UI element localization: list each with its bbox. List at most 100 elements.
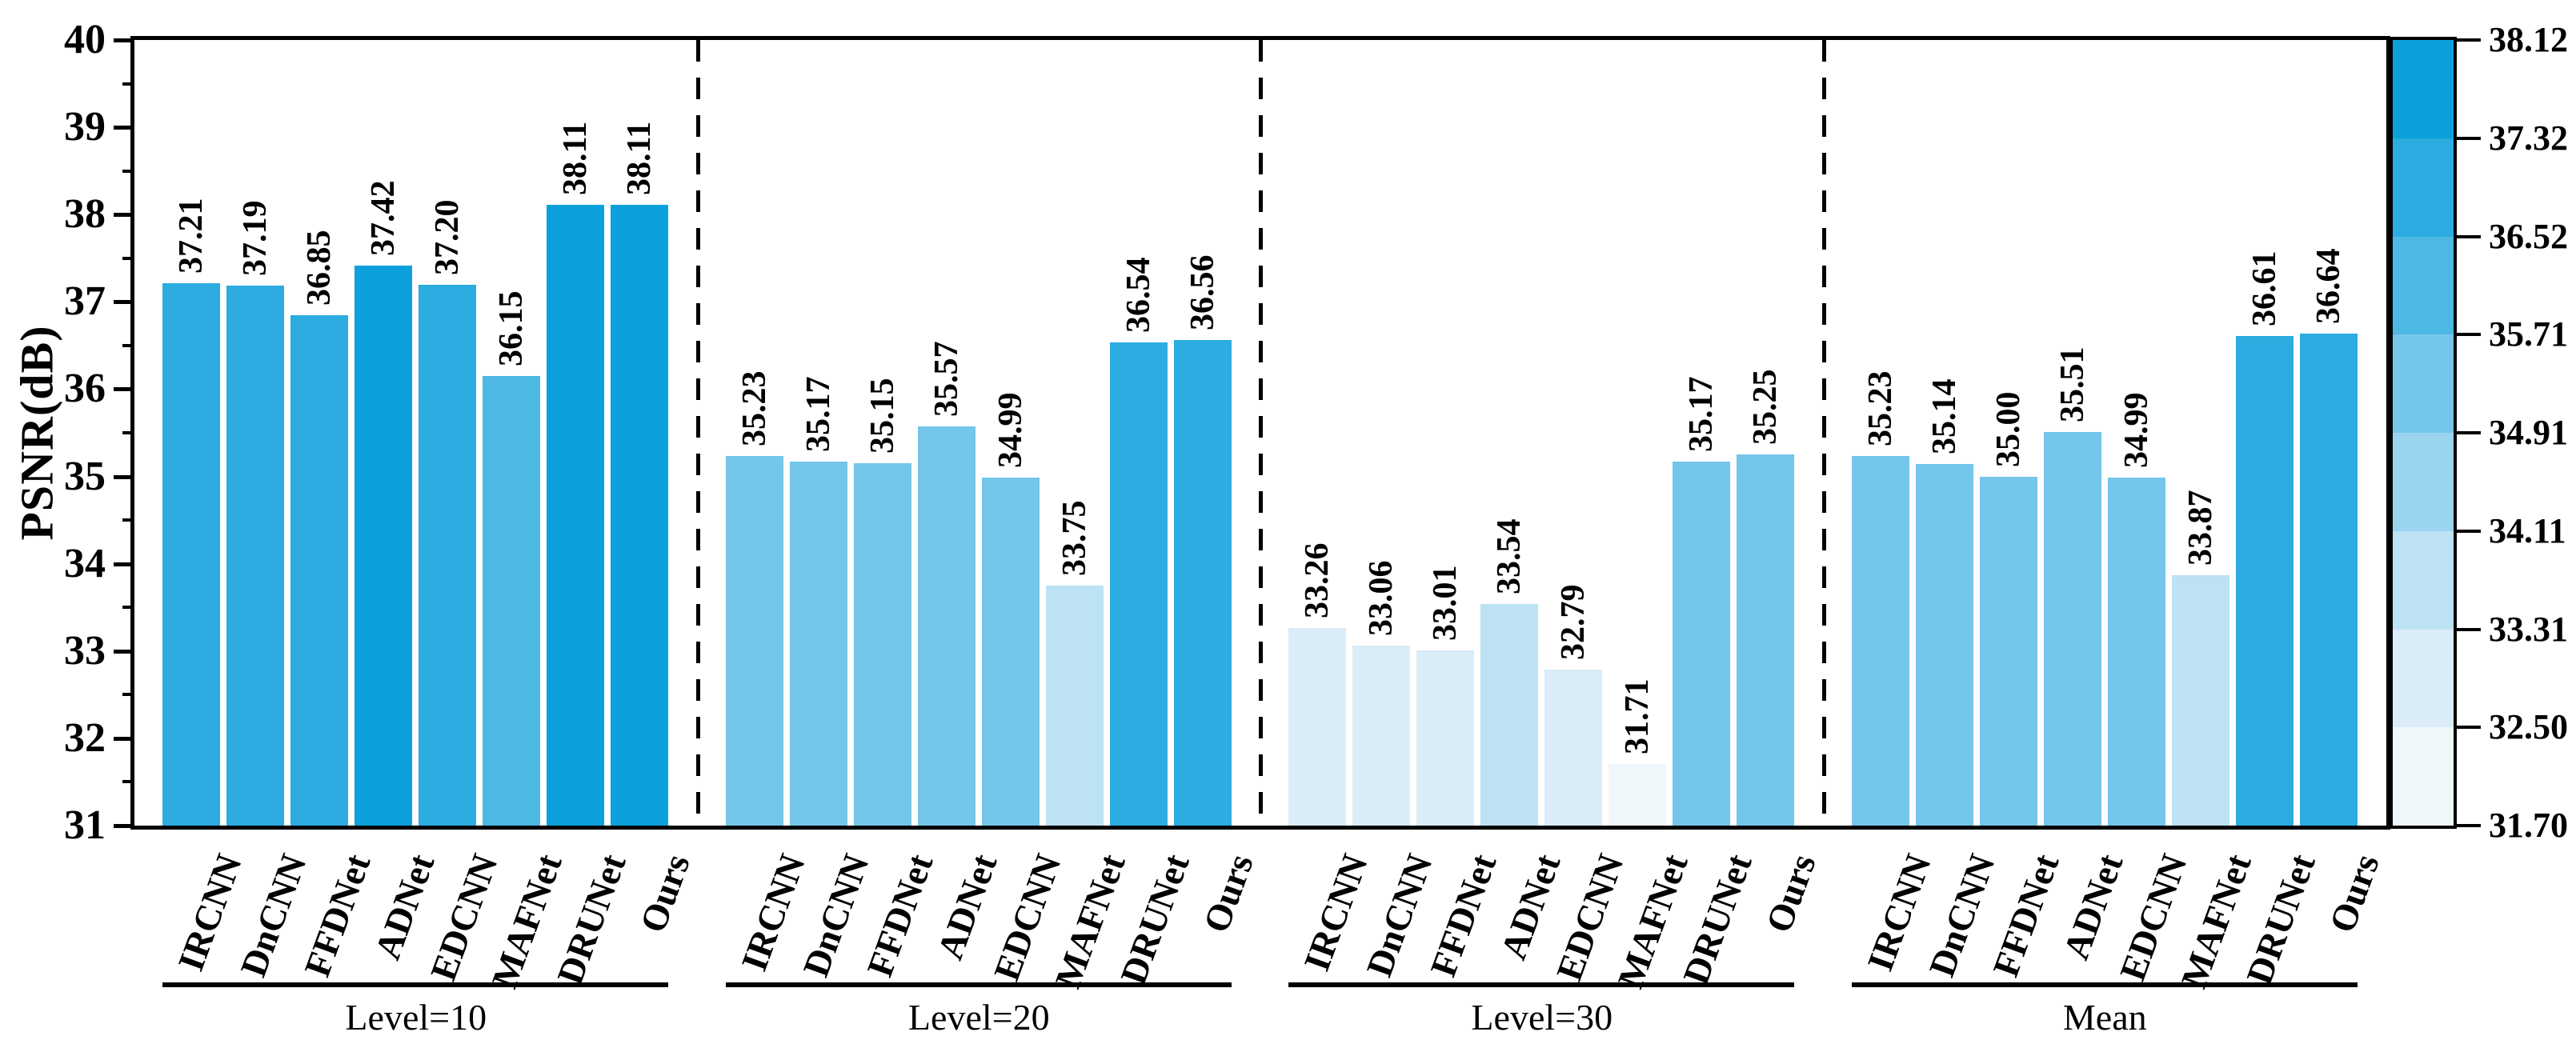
bar: [611, 205, 668, 826]
y-minor-tick: [122, 518, 134, 522]
y-minor-tick: [122, 82, 134, 86]
y-tick-label: 39: [64, 104, 106, 150]
x-tick-label: ADNet: [366, 848, 443, 965]
colorbar-tick-label: 38.12: [2489, 20, 2568, 59]
y-minor-tick: [122, 256, 134, 260]
bar: [1915, 464, 1973, 826]
bar: [1737, 454, 1794, 826]
colorbar-tick: [2457, 38, 2481, 42]
colorbar-tick-label: 34.11: [2489, 510, 2566, 550]
bar: [419, 284, 476, 826]
x-tick-label: Ours: [1758, 848, 1825, 938]
y-major-tick: [114, 474, 134, 479]
group-separator-line: [695, 40, 700, 826]
colorbar-tick: [2457, 824, 2481, 827]
colorbar-border: [2390, 37, 2457, 829]
colorbar-segment: [2393, 138, 2454, 237]
bar: [1416, 650, 1474, 826]
group-underline: [1851, 982, 2358, 987]
colorbar-tick-label: 36.52: [2489, 216, 2568, 256]
bar: [1480, 603, 1538, 826]
bar: [483, 376, 540, 826]
x-tick-label: ADNet: [929, 848, 1005, 965]
colorbar-tick-label: 35.71: [2489, 314, 2568, 354]
y-tick-label: 35: [64, 453, 106, 499]
y-major-tick: [114, 387, 134, 392]
bar: [1109, 342, 1168, 826]
bar: [917, 426, 976, 826]
y-tick-label: 36: [64, 366, 106, 412]
group-label: Mean: [2062, 997, 2147, 1038]
bar: [1173, 340, 1232, 826]
y-minor-tick: [122, 693, 134, 697]
colorbar-segment: [2393, 629, 2454, 728]
bar: [1288, 628, 1346, 826]
group-underline: [1288, 982, 1794, 987]
y-minor-tick: [122, 780, 134, 784]
y-major-tick: [114, 300, 134, 305]
y-minor-tick: [122, 343, 134, 347]
colorbar-segment: [2393, 727, 2454, 826]
x-tick-label: Ours: [632, 848, 699, 938]
y-axis-title: PSNR(dB): [10, 325, 63, 541]
bar: [162, 283, 220, 826]
bar: [1851, 456, 1909, 826]
bar: [1979, 476, 2037, 826]
bar: [2171, 574, 2229, 826]
bar: [2299, 333, 2358, 826]
plot-border: [130, 36, 2390, 830]
y-tick-label: 38: [64, 191, 106, 238]
colorbar-tick: [2457, 333, 2481, 337]
y-minor-tick: [122, 606, 134, 610]
colorbar-segment: [2393, 433, 2454, 532]
y-tick-label: 31: [64, 802, 106, 848]
colorbar-segment: [2393, 236, 2454, 335]
bar: [290, 314, 348, 826]
colorbar-tick-label: 37.32: [2489, 118, 2568, 158]
bar: [1673, 462, 1730, 826]
colorbar-segment: [2393, 40, 2454, 139]
colorbar-segment: [2393, 334, 2454, 434]
group-label: Level=20: [907, 997, 1050, 1038]
colorbar-tick: [2457, 627, 2481, 631]
y-major-tick: [114, 562, 134, 566]
colorbar-tick: [2457, 136, 2481, 140]
bar: [226, 285, 284, 826]
bar: [2043, 431, 2101, 826]
y-major-tick: [114, 126, 134, 130]
bar: [853, 463, 911, 826]
colorbar-tick-label: 31.70: [2489, 806, 2568, 845]
colorbar-tick: [2457, 234, 2481, 238]
y-major-tick: [114, 824, 134, 828]
group-separator-line: [1259, 40, 1263, 826]
y-minor-tick: [122, 169, 134, 173]
bar: [1352, 646, 1410, 826]
y-tick-label: 34: [64, 540, 106, 586]
bar: [1544, 669, 1602, 826]
group-underline: [725, 982, 1232, 987]
colorbar-tick-label: 34.91: [2489, 413, 2568, 452]
colorbar-tick: [2457, 529, 2481, 533]
group-separator-line: [1821, 40, 1826, 826]
y-tick-label: 37: [64, 278, 106, 325]
bar: [1045, 585, 1104, 826]
bar: [725, 456, 783, 826]
x-tick-label: Ours: [2321, 848, 2387, 938]
y-major-tick: [114, 213, 134, 218]
x-tick-label: Ours: [1195, 848, 1261, 938]
x-tick-label: ADNet: [1492, 848, 1568, 965]
y-tick-label: 32: [64, 714, 106, 761]
colorbar-tick: [2457, 726, 2481, 730]
bar: [2107, 477, 2165, 826]
colorbar-tick-label: 32.50: [2489, 707, 2568, 747]
group-label: Level=30: [1471, 997, 1613, 1038]
bar: [355, 265, 412, 826]
y-major-tick: [114, 649, 134, 654]
bar: [547, 205, 604, 826]
colorbar-tick: [2457, 431, 2481, 434]
bar: [1608, 763, 1666, 826]
x-tick-label: ADNet: [2055, 848, 2131, 965]
bar: [981, 477, 1040, 826]
colorbar-segment: [2393, 530, 2454, 630]
